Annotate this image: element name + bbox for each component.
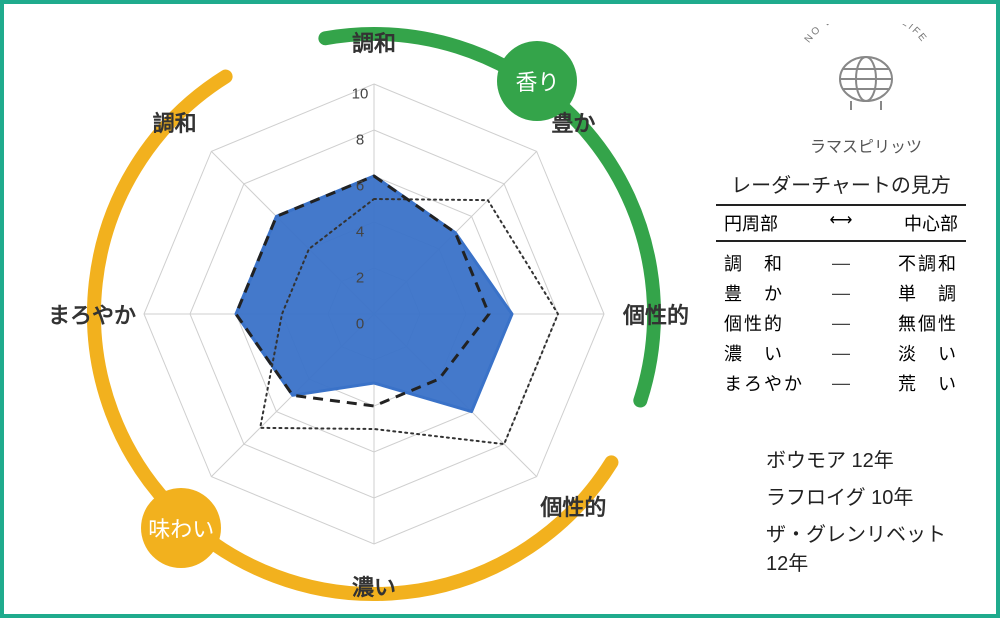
page-frame: 0246810調和豊か個性的個性的濃い豊かまろやか調和香り味わい NO WHIS…	[0, 0, 1000, 618]
axis-label: 調和	[352, 26, 396, 58]
series-name: ザ・グレンリベット 12年	[766, 518, 956, 576]
pair-left: まろやか	[724, 370, 826, 396]
guide-pair-row: 個性的 — 無個性	[716, 308, 966, 338]
reading-guide-header: 円周部 ⟷ 中心部	[716, 204, 966, 242]
axis-label: 濃い	[352, 570, 396, 602]
pair-dash: —	[832, 253, 850, 274]
pair-right: 荒 い	[856, 370, 958, 396]
svg-text:NO WHISKY NO LIFE: NO WHISKY NO LIFE	[803, 24, 930, 45]
barrel-icon: NO WHISKY NO LIFE	[776, 24, 956, 124]
brand-logo: NO WHISKY NO LIFE ラマスピリッツ	[776, 24, 956, 157]
tick-label: 4	[356, 224, 364, 241]
series-legend-row: ラフロイグ 10年	[706, 481, 956, 510]
header-arrow: ⟷	[830, 210, 853, 236]
series-name: ボウモア 12年	[766, 444, 894, 473]
tick-label: 10	[352, 86, 369, 103]
pair-right: 無個性	[856, 310, 958, 336]
pair-dash: —	[832, 343, 850, 364]
pair-left: 濃 い	[724, 340, 826, 366]
reading-guide: レーダーチャートの見方 円周部 ⟷ 中心部 調 和 — 不調和豊 か — 単 調個性的 —…	[716, 169, 966, 398]
brand-name: ラマスピリッツ	[776, 133, 956, 157]
reading-guide-pairs: 調 和 — 不調和豊 か — 単 調個性的 — 無個性濃 い — 淡 いまろやか — 荒 い	[716, 248, 966, 398]
pair-left: 調 和	[724, 250, 826, 276]
guide-pair-row: 豊 か — 単 調	[716, 278, 966, 308]
reading-guide-title: レーダーチャートの見方	[716, 169, 966, 198]
pair-right: 淡 い	[856, 340, 958, 366]
series-legend: ボウモア 12年ラフロイグ 10年ザ・グレンリベット 12年	[706, 436, 956, 584]
axis-label: 個性的	[540, 490, 606, 522]
axis-label: まろやか	[48, 298, 136, 330]
series-name: ラフロイグ 10年	[766, 481, 913, 510]
pair-dash: —	[832, 283, 850, 304]
series-legend-row: ザ・グレンリベット 12年	[706, 518, 956, 576]
tick-label: 6	[356, 178, 364, 195]
tick-label: 8	[356, 132, 364, 149]
radar-chart: 0246810調和豊か個性的個性的濃い豊かまろやか調和香り味わい	[4, 4, 704, 622]
tick-label: 0	[356, 316, 364, 333]
pair-left: 個性的	[724, 310, 826, 336]
axis-label: 調和	[153, 106, 197, 138]
series-polygon	[236, 176, 512, 412]
pair-dash: —	[832, 373, 850, 394]
guide-pair-row: 調 和 — 不調和	[716, 248, 966, 278]
aroma-badge: 香り	[497, 41, 577, 121]
header-left: 円周部	[724, 210, 778, 236]
series-legend-row: ボウモア 12年	[706, 444, 956, 473]
guide-pair-row: 濃 い — 淡 い	[716, 338, 966, 368]
taste-badge: 味わい	[141, 488, 221, 568]
axis-label: 個性的	[623, 298, 689, 330]
header-right: 中心部	[904, 210, 958, 236]
pair-dash: —	[832, 313, 850, 334]
pair-right: 単 調	[856, 280, 958, 306]
tick-label: 2	[356, 270, 364, 287]
guide-pair-row: まろやか — 荒 い	[716, 368, 966, 398]
pair-left: 豊 か	[724, 280, 826, 306]
pair-right: 不調和	[856, 250, 958, 276]
